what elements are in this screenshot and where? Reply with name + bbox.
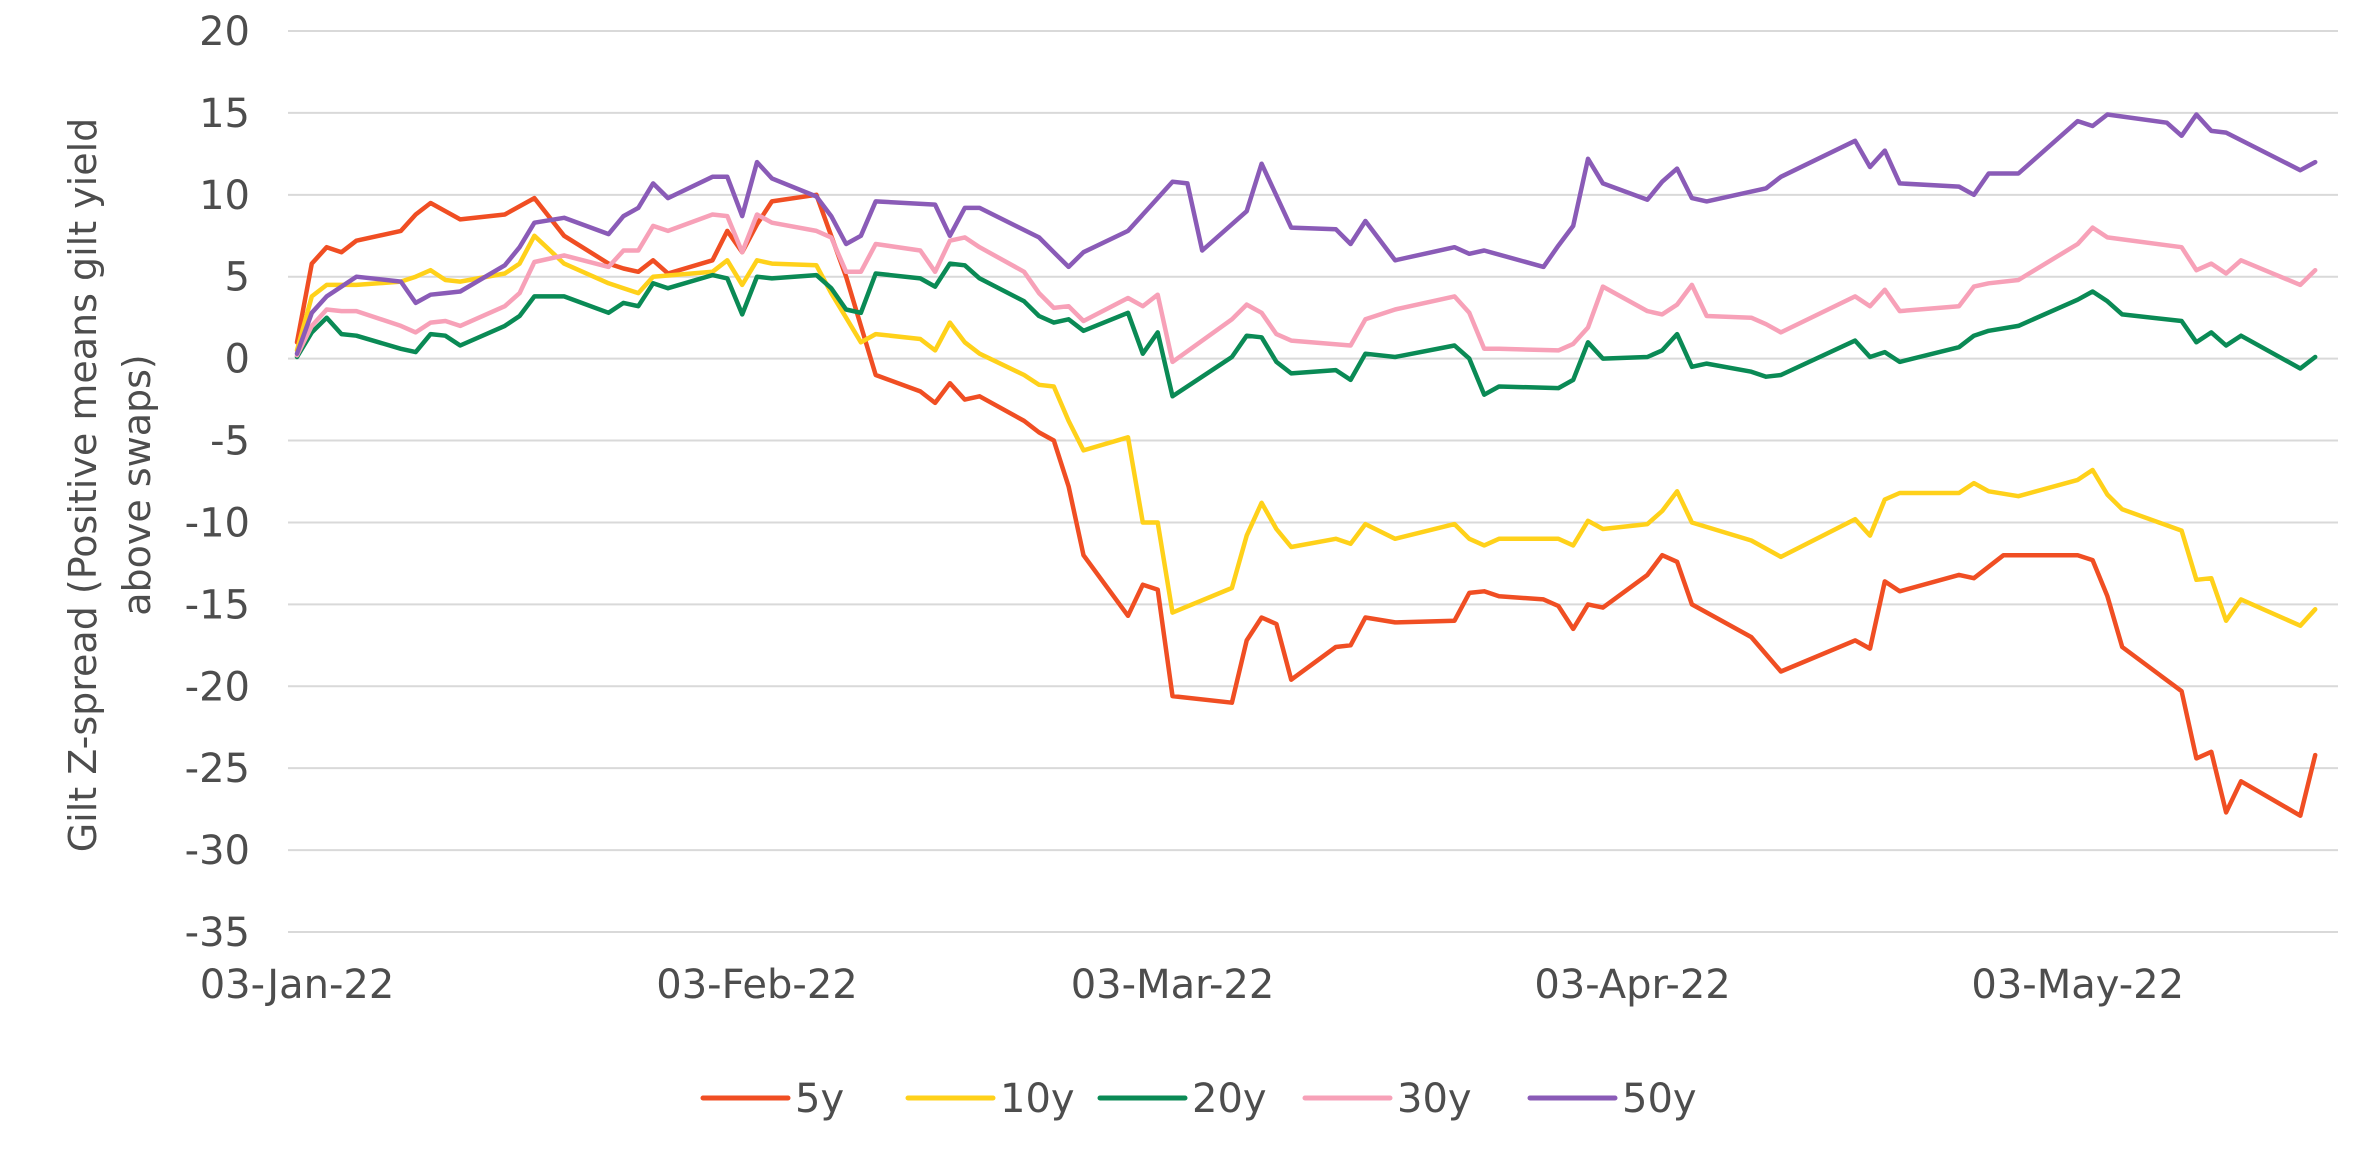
y-tick-label: 5 bbox=[225, 255, 250, 301]
y-tick-label: 15 bbox=[199, 91, 250, 137]
y-tick-label: -20 bbox=[185, 664, 250, 710]
y-axis-tick-labels: 20 15 10 5 0 -5 -10 -15 -20 -25 -30 -35 bbox=[185, 9, 250, 956]
x-axis-tick-labels: 03-Jan-22 03-Feb-22 03-Mar-22 03-Apr-22 03-M… bbox=[200, 962, 2184, 1008]
series-line-10y bbox=[294, 233, 2318, 628]
series-line-20y bbox=[294, 261, 2318, 399]
y-tick-label: -35 bbox=[185, 910, 250, 956]
y-axis-title-line-1: Gilt Z-spread (Positive means gilt yield bbox=[61, 118, 105, 853]
legend-label-20y: 20y bbox=[1192, 1076, 1267, 1122]
x-tick-label: 03-May-22 bbox=[1971, 962, 2184, 1008]
series-lines bbox=[294, 112, 2318, 818]
gridlines bbox=[288, 30, 2338, 933]
y-tick-label: 0 bbox=[225, 337, 250, 383]
x-tick-label: 03-Jan-22 bbox=[200, 962, 395, 1008]
y-tick-label: -10 bbox=[185, 500, 250, 546]
y-tick-label: -30 bbox=[185, 828, 250, 874]
y-tick-label: 20 bbox=[199, 9, 250, 55]
series-line-5y bbox=[294, 192, 2318, 818]
x-tick-label: 03-Feb-22 bbox=[656, 962, 857, 1008]
y-tick-label: -15 bbox=[185, 582, 250, 628]
y-tick-label: 10 bbox=[199, 173, 250, 219]
series-line-30y bbox=[294, 212, 2318, 365]
x-tick-label: 03-Mar-22 bbox=[1071, 962, 1275, 1008]
legend-label-10y: 10y bbox=[1000, 1076, 1075, 1122]
legend-label-30y: 30y bbox=[1397, 1076, 1472, 1122]
legend-label-50y: 50y bbox=[1622, 1076, 1697, 1122]
series-line-50y bbox=[294, 112, 2318, 356]
y-tick-label: -25 bbox=[185, 746, 250, 792]
y-axis-title-line-2: above swaps) bbox=[115, 354, 159, 616]
legend-label-5y: 5y bbox=[795, 1076, 844, 1122]
y-axis-title: Gilt Z-spread (Positive means gilt yield… bbox=[61, 118, 159, 853]
x-tick-label: 03-Apr-22 bbox=[1534, 962, 1730, 1008]
y-tick-label: -5 bbox=[210, 419, 250, 465]
legend: 5y 10y 20y 30y 50y bbox=[700, 1076, 1697, 1122]
